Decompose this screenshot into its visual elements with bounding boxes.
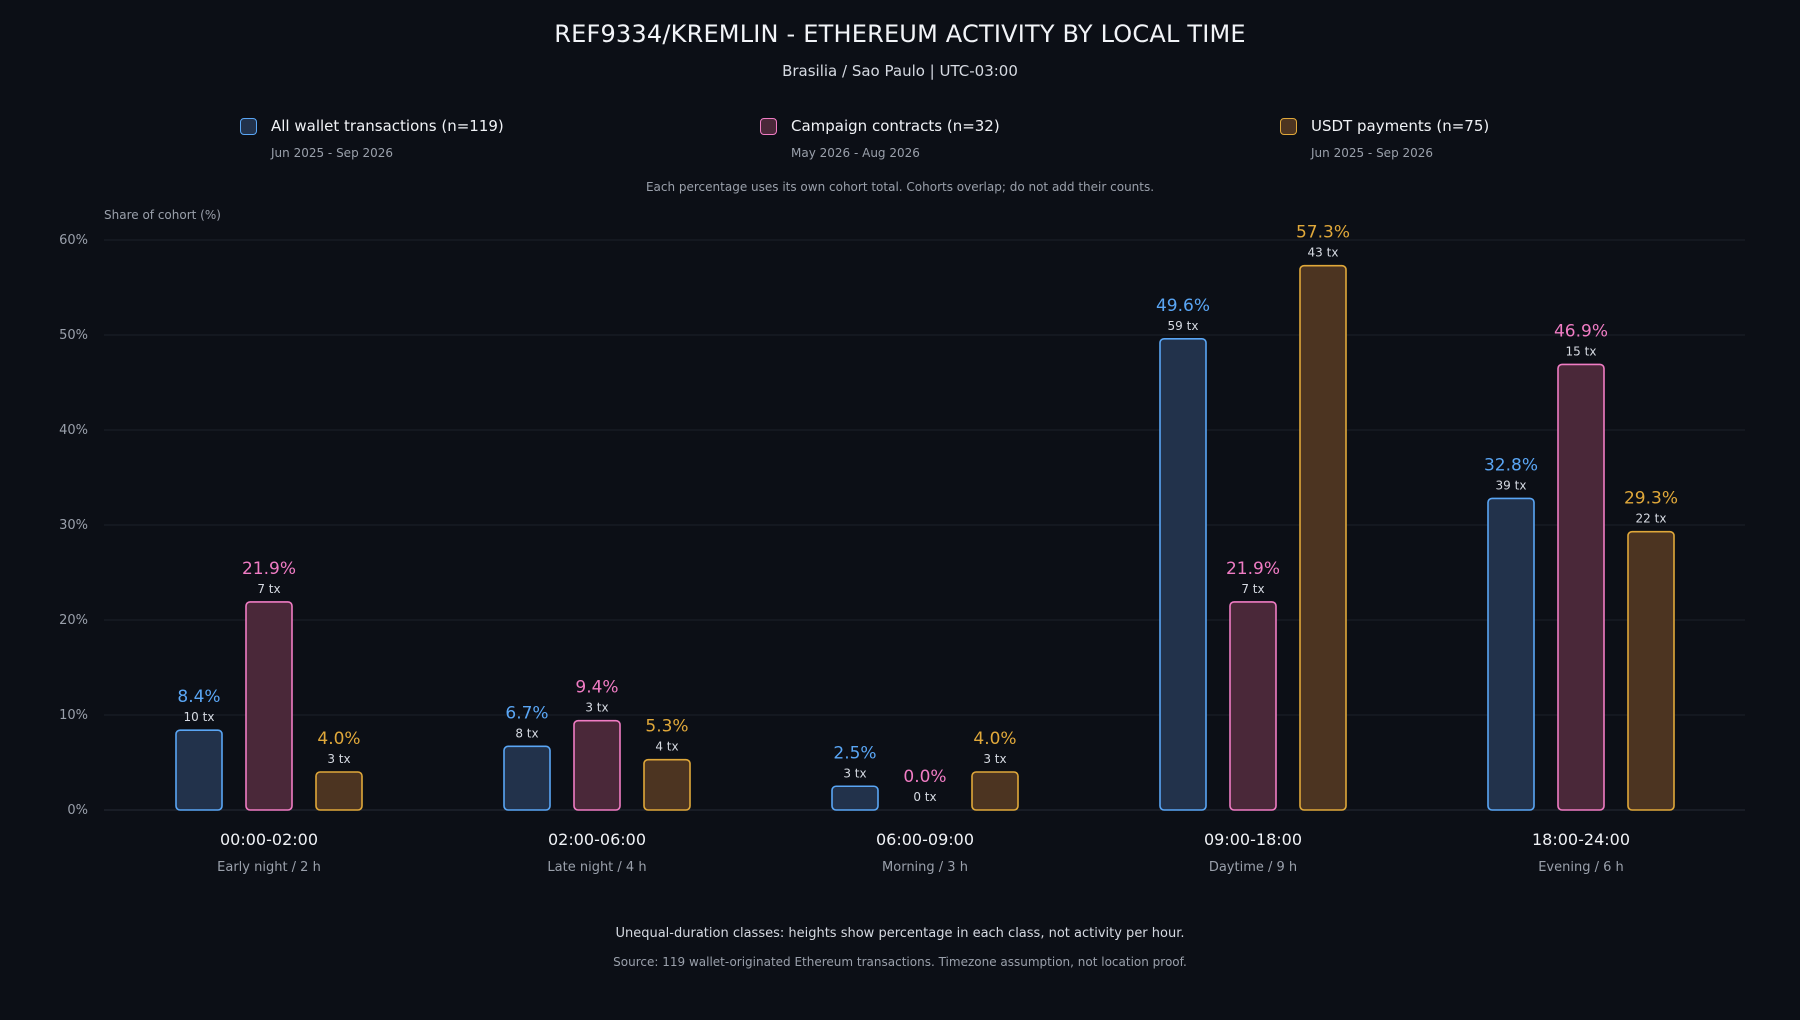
bar bbox=[1299, 264, 1347, 811]
footer-note: Unequal-duration classes: heights show p… bbox=[615, 926, 1185, 941]
x-tick-sublabel: Early night / 2 h bbox=[217, 860, 321, 875]
legend-label: All wallet transactions (n=119) bbox=[271, 117, 504, 135]
bar-count-label: 8 tx bbox=[515, 726, 538, 740]
bar bbox=[503, 745, 551, 811]
x-tick-label: 09:00-18:00 bbox=[1204, 830, 1302, 849]
bar bbox=[971, 771, 1019, 811]
bar-count-label: 59 tx bbox=[1168, 319, 1199, 333]
x-tick-label: 00:00-02:00 bbox=[220, 830, 318, 849]
bar-count-label: 4 tx bbox=[655, 740, 678, 754]
bar-value-label: 32.8% bbox=[1484, 455, 1538, 475]
x-tick-sublabel: Evening / 6 h bbox=[1538, 860, 1624, 875]
x-tick-sublabel: Late night / 4 h bbox=[547, 860, 646, 875]
bar bbox=[175, 729, 223, 811]
bar-value-label: 57.3% bbox=[1296, 223, 1350, 243]
bar-value-label: 46.9% bbox=[1554, 321, 1608, 341]
y-tick-label: 20% bbox=[59, 613, 88, 628]
legend-date-range: Jun 2025 - Sep 2026 bbox=[1311, 146, 1434, 160]
chart-title: REF9334/KREMLIN - ETHEREUM ACTIVITY BY L… bbox=[554, 20, 1246, 48]
bar bbox=[245, 601, 293, 811]
bar-value-label: 4.0% bbox=[973, 729, 1016, 749]
y-tick-label: 0% bbox=[67, 803, 88, 818]
x-tick-label: 18:00-24:00 bbox=[1532, 830, 1630, 849]
bar bbox=[1487, 497, 1535, 811]
bar-count-label: 43 tx bbox=[1308, 246, 1339, 260]
bar-count-label: 39 tx bbox=[1496, 478, 1527, 492]
y-tick-label: 40% bbox=[59, 423, 88, 438]
x-tick-sublabel: Morning / 3 h bbox=[882, 860, 968, 875]
bar bbox=[1627, 530, 1675, 811]
bar-count-label: 3 tx bbox=[585, 701, 608, 715]
y-tick-label: 30% bbox=[59, 518, 88, 533]
legend-date-range: Jun 2025 - Sep 2026 bbox=[271, 146, 394, 160]
bar-count-label: 7 tx bbox=[257, 582, 280, 596]
bar-count-label: 0 tx bbox=[913, 790, 936, 804]
cohort-note: Each percentage uses its own cohort tota… bbox=[645, 180, 1155, 194]
bar-value-label: 4.0% bbox=[317, 729, 360, 749]
bar-count-label: 3 tx bbox=[843, 766, 866, 780]
bar-value-label: 5.3% bbox=[645, 717, 688, 737]
legend-label: Campaign contracts (n=32) bbox=[791, 117, 1000, 135]
chart-subtitle: Brasilia / Sao Paulo | UTC-03:00 bbox=[782, 62, 1018, 80]
bar bbox=[1229, 601, 1277, 811]
legend-date-range: May 2026 - Aug 2026 bbox=[791, 146, 920, 160]
x-tick-sublabel: Daytime / 9 h bbox=[1209, 860, 1297, 875]
bar-value-label: 21.9% bbox=[242, 559, 296, 579]
bar-count-label: 3 tx bbox=[983, 752, 1006, 766]
y-tick-label: 10% bbox=[59, 708, 88, 723]
bar-count-label: 22 tx bbox=[1636, 512, 1667, 526]
bar-count-label: 15 tx bbox=[1566, 344, 1597, 358]
x-tick-label: 06:00-09:00 bbox=[876, 830, 974, 849]
bar-value-label: 29.3% bbox=[1624, 489, 1678, 509]
legend-label: USDT payments (n=75) bbox=[1311, 117, 1490, 135]
bar bbox=[831, 785, 879, 811]
bar-value-label: 49.6% bbox=[1156, 296, 1210, 316]
bar-value-label: 6.7% bbox=[505, 703, 548, 723]
bar bbox=[1159, 337, 1207, 811]
x-tick-label: 02:00-06:00 bbox=[548, 830, 646, 849]
bar-value-label: 8.4% bbox=[177, 687, 220, 707]
bar-value-label: 21.9% bbox=[1226, 559, 1280, 579]
y-axis-title: Share of cohort (%) bbox=[104, 208, 221, 222]
bar-count-label: 3 tx bbox=[327, 752, 350, 766]
bar bbox=[643, 758, 691, 811]
bar bbox=[573, 719, 621, 811]
y-tick-label: 50% bbox=[59, 328, 88, 343]
bar-value-label: 9.4% bbox=[575, 678, 618, 698]
bar-count-label: 7 tx bbox=[1241, 582, 1264, 596]
bar-count-label: 10 tx bbox=[184, 710, 215, 724]
legend-swatch-campaign-contracts bbox=[760, 118, 777, 135]
footer-source: Source: 119 wallet-originated Ethereum t… bbox=[613, 955, 1187, 969]
bar bbox=[315, 771, 363, 811]
legend-swatch-all-wallet bbox=[240, 118, 257, 135]
bar-value-label: 0.0% bbox=[903, 767, 946, 787]
y-tick-label: 60% bbox=[59, 233, 88, 248]
bar-value-label: 2.5% bbox=[833, 743, 876, 763]
bar bbox=[1557, 363, 1605, 811]
legend-swatch-usdt-payments bbox=[1280, 118, 1297, 135]
